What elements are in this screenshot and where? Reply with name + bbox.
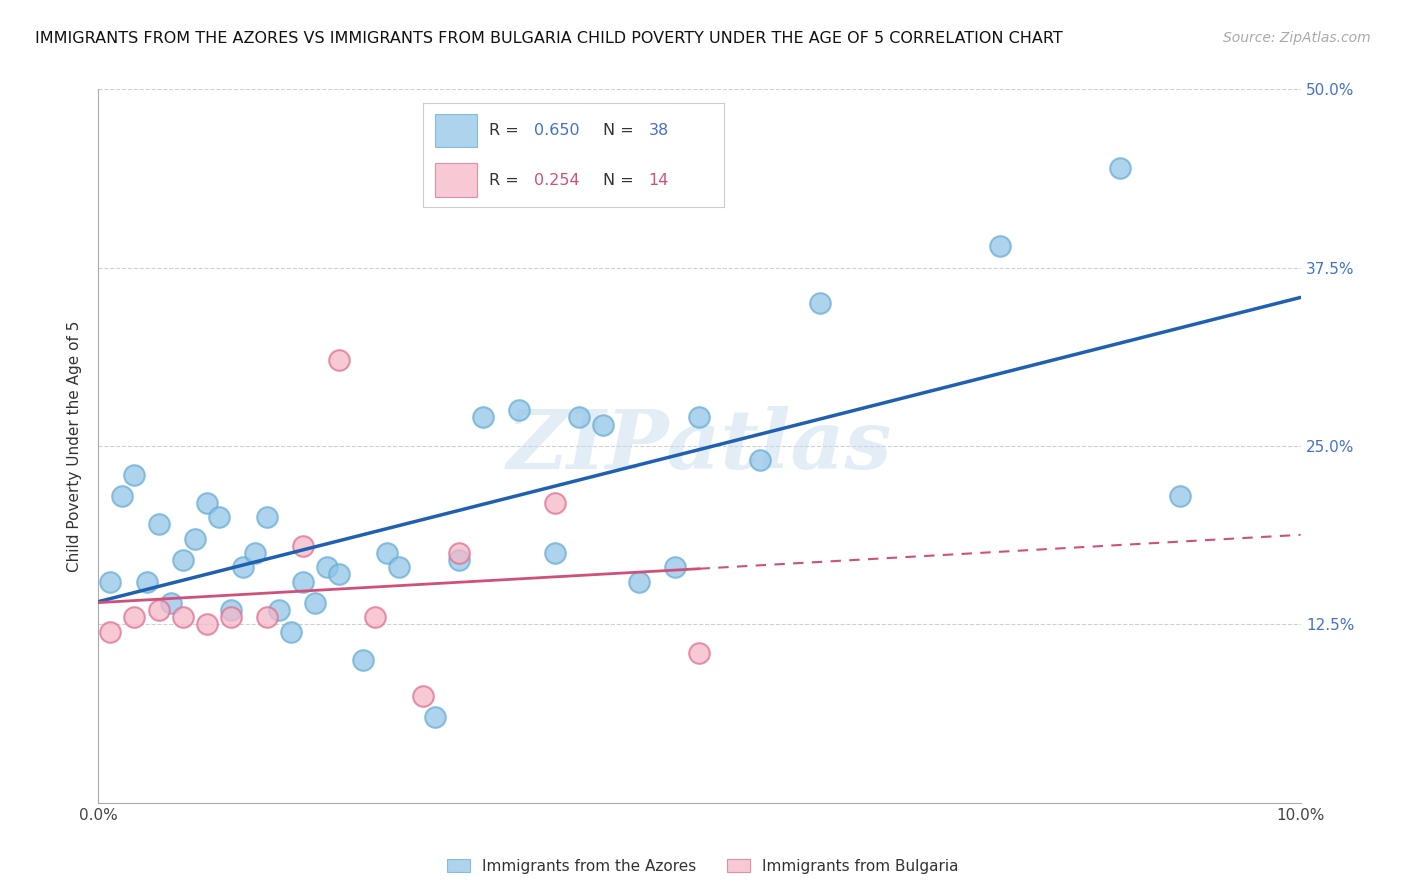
Point	[256, 610, 278, 624]
Text: IMMIGRANTS FROM THE AZORES VS IMMIGRANTS FROM BULGARIA CHILD POVERTY UNDER THE A: IMMIGRANTS FROM THE AZORES VS IMMIGRANTS…	[35, 31, 1063, 46]
Text: Source: ZipAtlas.com: Source: ZipAtlas.com	[1223, 31, 1371, 45]
Point	[232, 560, 254, 574]
Point	[219, 603, 242, 617]
Point	[689, 410, 711, 425]
Point	[195, 617, 218, 632]
Point	[544, 496, 567, 510]
Point	[183, 532, 205, 546]
Point	[124, 467, 146, 482]
Point	[748, 453, 770, 467]
Point	[208, 510, 231, 524]
Point	[375, 546, 398, 560]
Point	[988, 239, 1011, 253]
Point	[352, 653, 374, 667]
Point	[568, 410, 591, 425]
Point	[328, 567, 350, 582]
Point	[159, 596, 181, 610]
Point	[472, 410, 495, 425]
Point	[664, 560, 686, 574]
Y-axis label: Child Poverty Under the Age of 5: Child Poverty Under the Age of 5	[67, 320, 83, 572]
Point	[328, 353, 350, 368]
Point	[315, 560, 337, 574]
Point	[135, 574, 157, 589]
Point	[267, 603, 290, 617]
Point	[243, 546, 266, 560]
Point	[544, 546, 567, 560]
Point	[364, 610, 387, 624]
Point	[592, 417, 614, 432]
Point	[280, 624, 302, 639]
Point	[219, 610, 242, 624]
Point	[447, 546, 470, 560]
Point	[423, 710, 446, 724]
Point	[124, 610, 146, 624]
Point	[148, 603, 170, 617]
Point	[256, 510, 278, 524]
Point	[1109, 161, 1132, 175]
Point	[291, 539, 314, 553]
Point	[689, 646, 711, 660]
Point	[291, 574, 314, 589]
Point	[195, 496, 218, 510]
Point	[148, 517, 170, 532]
Point	[628, 574, 651, 589]
Legend: Immigrants from the Azores, Immigrants from Bulgaria: Immigrants from the Azores, Immigrants f…	[441, 853, 965, 880]
Point	[172, 553, 194, 567]
Point	[111, 489, 134, 503]
Point	[1170, 489, 1192, 503]
Point	[808, 296, 831, 310]
Point	[100, 624, 122, 639]
Point	[100, 574, 122, 589]
Point	[304, 596, 326, 610]
Text: ZIPatlas: ZIPatlas	[506, 406, 893, 486]
Point	[172, 610, 194, 624]
Point	[412, 689, 434, 703]
Point	[508, 403, 530, 417]
Point	[447, 553, 470, 567]
Point	[388, 560, 411, 574]
